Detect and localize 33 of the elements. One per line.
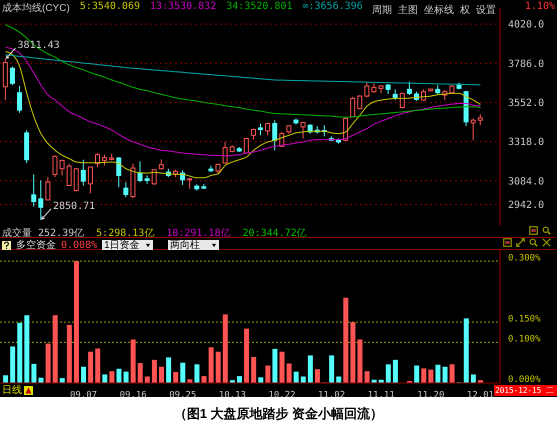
y-tick-label: 0.000% — [508, 375, 542, 386]
annotation: 主图 — [398, 4, 418, 17]
annotation: 1日资金 — [104, 239, 140, 252]
text: 5:298.13亿 — [96, 227, 154, 240]
y-tick-label: 4020.0 — [508, 20, 544, 31]
annotation: 设置 — [476, 4, 496, 17]
legend-title: 成本均线(CYC) — [2, 2, 70, 15]
y-tick-label: 3786.0 — [508, 58, 544, 70]
y-tick-label: 3552.0 — [508, 98, 544, 109]
text: ∞:3656.396 — [302, 1, 363, 14]
y-tick-label: 3084.0 — [508, 176, 544, 188]
annotation: 周期 — [372, 4, 392, 17]
annotation: 权 — [460, 4, 470, 17]
annotation: 坐标线 — [424, 4, 454, 17]
text: 20:344.72亿 — [242, 227, 307, 240]
text: 1.10% — [524, 1, 555, 12]
annotation: 两向柱 — [170, 239, 200, 252]
text: （图1 大盘原地踏步 资金小幅回流） — [0, 405, 557, 423]
y-tick-label: 3318.0 — [508, 137, 544, 148]
y-tick-label: 0.150% — [508, 314, 542, 324]
y-tick-label: 0.100% — [508, 334, 542, 345]
y-tick-label: 0.300% — [508, 253, 542, 264]
annotation: 2850.71 — [52, 200, 96, 212]
chart-title: 多空资金 — [16, 238, 56, 252]
text: 10:291.18亿 — [166, 227, 231, 240]
text: 13:3530.832 — [150, 1, 216, 14]
text: 5:3540.069 — [80, 1, 140, 14]
x-tick-label: 11.11 — [368, 390, 395, 400]
text: 34:3520.801 — [226, 1, 292, 14]
text: 日线 — [2, 384, 22, 397]
chart-subtitle: 0.008% — [61, 240, 98, 250]
text: 2015-12-15 二 — [494, 385, 557, 396]
y-tick-label: 2942.0 — [508, 200, 544, 212]
